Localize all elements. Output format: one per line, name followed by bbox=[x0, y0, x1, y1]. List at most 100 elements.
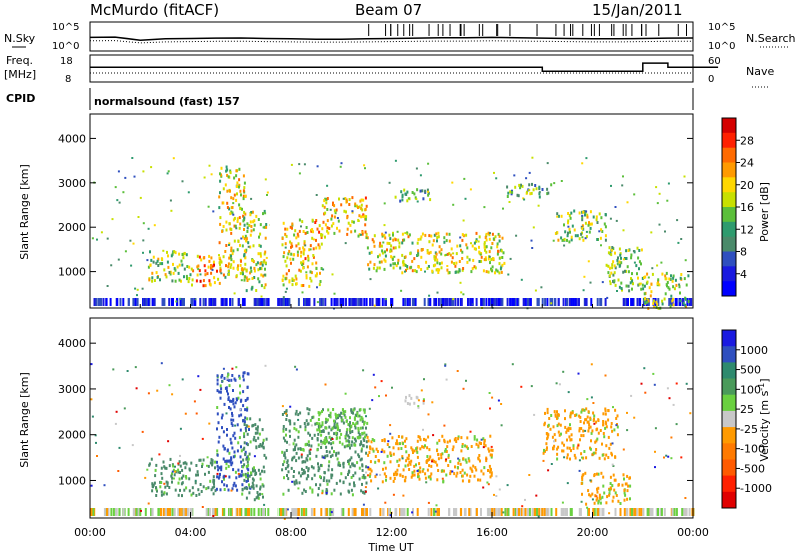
echo-cell bbox=[602, 475, 605, 479]
echo-cell bbox=[490, 453, 493, 457]
sparse-cell bbox=[650, 231, 653, 234]
sparse-cell bbox=[365, 236, 368, 239]
echo-cell bbox=[497, 249, 500, 253]
echo-cell bbox=[180, 279, 182, 283]
echo-cell bbox=[631, 287, 633, 291]
echo-cell bbox=[431, 458, 434, 462]
echo-cell bbox=[190, 461, 193, 465]
ground-scatter-cell bbox=[106, 508, 109, 516]
ground-scatter-cell bbox=[377, 298, 380, 306]
echo-cell bbox=[363, 214, 366, 218]
echo-cell bbox=[465, 243, 468, 247]
echo-cell bbox=[231, 423, 234, 427]
ground-scatter-cell bbox=[119, 298, 122, 306]
echo-cell bbox=[595, 448, 598, 451]
ground-scatter-cell bbox=[305, 508, 308, 516]
echo-cell bbox=[605, 425, 608, 429]
echo-cell bbox=[411, 269, 414, 273]
echo-cell bbox=[622, 270, 625, 274]
echo-cell bbox=[363, 439, 366, 442]
echo-cell bbox=[155, 463, 158, 467]
echo-cell bbox=[329, 411, 332, 415]
echo-cell bbox=[319, 425, 322, 429]
sparse-cell bbox=[658, 192, 661, 195]
sparse-cell bbox=[249, 487, 252, 490]
sparse-cell bbox=[298, 172, 301, 175]
sparse-cell bbox=[431, 401, 434, 404]
sparse-cell bbox=[676, 219, 679, 222]
echo-cell bbox=[290, 242, 293, 246]
echo-cell bbox=[218, 390, 221, 394]
sparse-cell bbox=[670, 436, 673, 439]
sparse-cell bbox=[666, 387, 669, 390]
ground-scatter-cell bbox=[208, 508, 211, 516]
echo-cell bbox=[303, 422, 306, 425]
echo-cell bbox=[394, 470, 397, 474]
ground-scatter-cell bbox=[675, 508, 678, 516]
echo-cell bbox=[376, 450, 379, 453]
echo-cell bbox=[619, 502, 622, 505]
echo-cell bbox=[489, 470, 492, 474]
echo-cell bbox=[251, 477, 254, 481]
ground-scatter-cell bbox=[639, 298, 642, 306]
sparse-cell bbox=[479, 253, 482, 256]
echo-cell bbox=[210, 271, 213, 275]
echo-cell bbox=[473, 474, 476, 478]
ground-scatter-cell bbox=[500, 508, 503, 516]
echo-cell bbox=[502, 251, 505, 255]
sparse-cell bbox=[643, 367, 646, 370]
echo-cell bbox=[324, 437, 327, 441]
echo-cell bbox=[372, 240, 375, 244]
echo-cell bbox=[199, 483, 202, 486]
echo-cell bbox=[288, 419, 291, 423]
sparse-cell bbox=[404, 270, 406, 273]
sparse-cell bbox=[675, 382, 678, 385]
echo-cell bbox=[254, 439, 257, 443]
echo-cell bbox=[312, 230, 314, 234]
echo-cell bbox=[327, 464, 330, 468]
echo-cell bbox=[548, 417, 551, 420]
sparse-cell bbox=[263, 503, 266, 506]
echo-cell bbox=[210, 458, 213, 462]
echo-cell bbox=[292, 475, 295, 478]
echo-cell bbox=[381, 232, 384, 236]
sparse-cell bbox=[567, 225, 570, 228]
echo-cell bbox=[253, 498, 256, 502]
echo-cell bbox=[295, 479, 298, 483]
echo-cell bbox=[586, 213, 589, 217]
echo-cell bbox=[286, 459, 289, 463]
echo-cell bbox=[311, 262, 314, 266]
echo-cell bbox=[408, 394, 411, 398]
echo-cell bbox=[221, 374, 224, 377]
sparse-cell bbox=[167, 440, 170, 443]
sparse-cell bbox=[235, 227, 238, 230]
echo-cell bbox=[207, 464, 210, 468]
echo-cell bbox=[326, 208, 329, 211]
velocity-x-axis: 00:00 04:00 08:00 12:00 16:00 20:00 00:00 bbox=[74, 512, 709, 539]
echo-cell bbox=[604, 407, 607, 411]
y-tick-label: 1000 bbox=[58, 474, 86, 487]
echo-cell bbox=[284, 456, 287, 460]
echo-cell bbox=[243, 432, 246, 436]
echo-cell bbox=[184, 461, 187, 465]
echo-cell bbox=[685, 297, 687, 301]
ground-scatter-cell bbox=[524, 508, 527, 516]
echo-cell bbox=[608, 446, 611, 450]
echo-cell bbox=[310, 444, 313, 448]
echo-cell bbox=[178, 477, 181, 481]
sparse-cell bbox=[431, 460, 434, 463]
sparse-cell bbox=[520, 385, 523, 388]
sparse-cell bbox=[563, 456, 566, 459]
sparse-cell bbox=[444, 254, 447, 257]
echo-cell bbox=[569, 415, 572, 419]
echo-cell bbox=[218, 261, 221, 265]
echo-cell bbox=[428, 240, 431, 244]
echo-cell bbox=[476, 438, 479, 442]
sparse-cell bbox=[383, 224, 386, 227]
echo-cell bbox=[338, 229, 341, 233]
echo-cell bbox=[310, 465, 313, 469]
sparse-cell bbox=[464, 197, 467, 200]
sparse-cell bbox=[406, 231, 409, 234]
sparse-cell bbox=[231, 367, 234, 370]
